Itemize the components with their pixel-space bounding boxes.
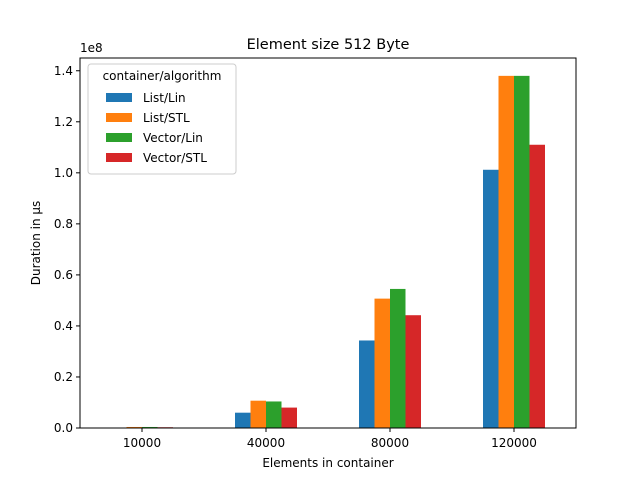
y-tick-label: 0.4 xyxy=(54,319,73,333)
legend-label: Vector/STL xyxy=(143,151,207,165)
legend-swatch xyxy=(106,133,132,142)
x-tick-label: 40000 xyxy=(247,436,285,450)
bar xyxy=(514,76,530,428)
x-tick-label: 80000 xyxy=(371,436,409,450)
y-tick-label: 0.8 xyxy=(54,217,73,231)
bar xyxy=(282,408,298,428)
y-axis: 0.0 0.2 0.4 0.6 0.8 1.0 1.2 1.4 xyxy=(54,64,80,435)
bar xyxy=(375,299,391,428)
y-tick-label: 1.4 xyxy=(54,64,73,78)
x-axis: 10000 40000 80000 120000 xyxy=(123,428,537,450)
x-axis-label: Elements in container xyxy=(262,456,393,470)
bar xyxy=(483,170,499,428)
bar xyxy=(251,401,267,428)
y-tick-label: 0.2 xyxy=(54,370,73,384)
y-tick-label: 1.0 xyxy=(54,166,73,180)
chart-title: Element size 512 Byte xyxy=(247,37,410,53)
legend-swatch xyxy=(106,153,132,162)
y-tick-label: 0.0 xyxy=(54,421,73,435)
legend-swatch xyxy=(106,113,132,122)
legend-label: List/Lin xyxy=(143,91,186,105)
legend: container/algorithm List/Lin List/STL Vect… xyxy=(88,64,236,174)
y-tick-label: 1.2 xyxy=(54,115,73,129)
bar xyxy=(359,340,375,428)
legend-swatch xyxy=(106,93,132,102)
legend-title: container/algorithm xyxy=(103,69,222,83)
bar xyxy=(499,76,515,428)
legend-label: Vector/Lin xyxy=(143,131,203,145)
y-tick-label: 0.6 xyxy=(54,268,73,282)
bar xyxy=(390,289,406,428)
y-offset-label: 1e8 xyxy=(80,41,103,55)
bar xyxy=(530,145,546,428)
x-tick-label: 120000 xyxy=(491,436,537,450)
bar xyxy=(406,315,422,428)
bar xyxy=(235,413,251,428)
legend-label: List/STL xyxy=(143,111,190,125)
x-tick-label: 10000 xyxy=(123,436,161,450)
bar xyxy=(266,401,282,428)
y-axis-label: Duration in µs xyxy=(29,201,43,286)
